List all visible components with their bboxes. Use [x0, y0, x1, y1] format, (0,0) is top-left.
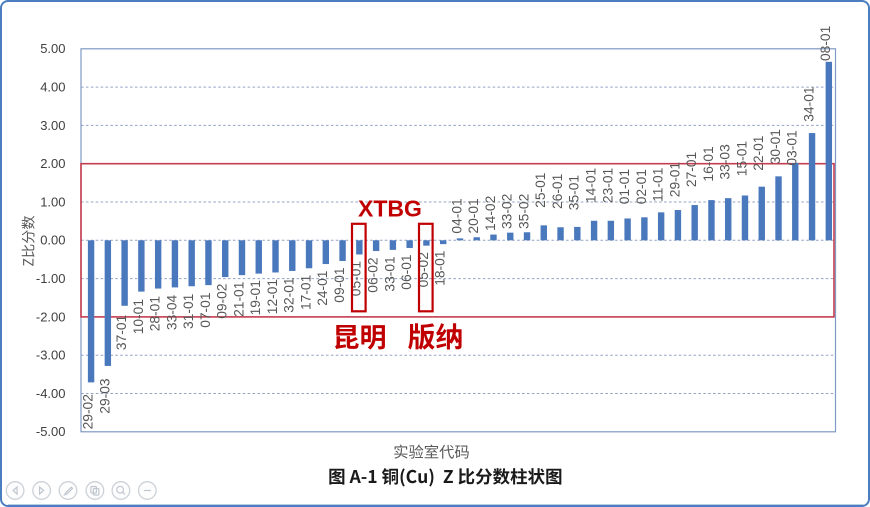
- svg-text:-4.00: -4.00: [36, 386, 66, 401]
- svg-text:19-01: 19-01: [248, 280, 263, 315]
- svg-text:10-01: 10-01: [131, 299, 146, 334]
- svg-text:37-01: 37-01: [114, 315, 129, 350]
- svg-text:01-01: 01-01: [617, 169, 632, 204]
- svg-text:1.00: 1.00: [40, 194, 65, 209]
- svg-text:34-01: 34-01: [801, 86, 816, 121]
- svg-text:XTBG: XTBG: [358, 196, 422, 222]
- svg-text:21-01: 21-01: [231, 282, 246, 317]
- svg-text:22-01: 22-01: [751, 136, 766, 171]
- svg-text:29-03: 29-03: [97, 378, 112, 414]
- svg-text:-5.00: -5.00: [36, 424, 66, 439]
- svg-text:09-01: 09-01: [332, 267, 347, 302]
- svg-text:33-04: 33-04: [164, 294, 179, 330]
- svg-text:07-01: 07-01: [198, 293, 213, 328]
- svg-text:33-01: 33-01: [382, 256, 397, 291]
- svg-text:28-01: 28-01: [148, 296, 163, 331]
- svg-text:15-01: 15-01: [734, 141, 749, 176]
- svg-text:3.00: 3.00: [40, 118, 65, 133]
- svg-text:4.00: 4.00: [40, 80, 65, 95]
- svg-text:35-02: 35-02: [516, 194, 531, 229]
- svg-text:11-01: 11-01: [651, 168, 666, 202]
- svg-text:09-02: 09-02: [215, 284, 230, 319]
- svg-text:03-01: 03-01: [785, 130, 800, 165]
- svg-text:27-01: 27-01: [684, 152, 699, 187]
- svg-text:04-01: 04-01: [449, 198, 464, 233]
- svg-text:32-01: 32-01: [282, 277, 297, 312]
- svg-text:18-01: 18-01: [433, 251, 448, 286]
- svg-text:23-01: 23-01: [600, 168, 615, 203]
- svg-text:14-01: 14-01: [584, 168, 599, 203]
- svg-text:35-01: 35-01: [567, 175, 582, 210]
- svg-text:02-01: 02-01: [634, 169, 649, 204]
- svg-text:12-01: 12-01: [265, 279, 280, 314]
- svg-text:31-01: 31-01: [181, 294, 196, 329]
- svg-text:33-03: 33-03: [718, 144, 733, 180]
- svg-text:2.00: 2.00: [40, 156, 65, 171]
- svg-text:29-01: 29-01: [667, 162, 682, 197]
- svg-text:16-01: 16-01: [701, 146, 716, 181]
- svg-text:29-02: 29-02: [81, 394, 96, 429]
- svg-text:0.00: 0.00: [40, 233, 65, 248]
- svg-text:5.00: 5.00: [40, 41, 65, 56]
- svg-text:08-01: 08-01: [818, 26, 833, 61]
- svg-text:33-02: 33-02: [500, 194, 515, 229]
- svg-text:06-01: 06-01: [399, 254, 414, 289]
- svg-text:17-01: 17-01: [298, 275, 313, 310]
- svg-text:-1.00: -1.00: [36, 271, 66, 286]
- svg-text:24-01: 24-01: [315, 271, 330, 306]
- svg-text:-3.00: -3.00: [36, 348, 66, 363]
- svg-text:30-01: 30-01: [768, 129, 783, 164]
- svg-text:14-02: 14-02: [483, 196, 498, 231]
- svg-text:26-01: 26-01: [550, 174, 565, 209]
- svg-text:20-01: 20-01: [466, 198, 481, 233]
- svg-text:-2.00: -2.00: [36, 309, 66, 324]
- svg-text:06-02: 06-02: [366, 257, 381, 292]
- svg-text:25-01: 25-01: [533, 173, 548, 208]
